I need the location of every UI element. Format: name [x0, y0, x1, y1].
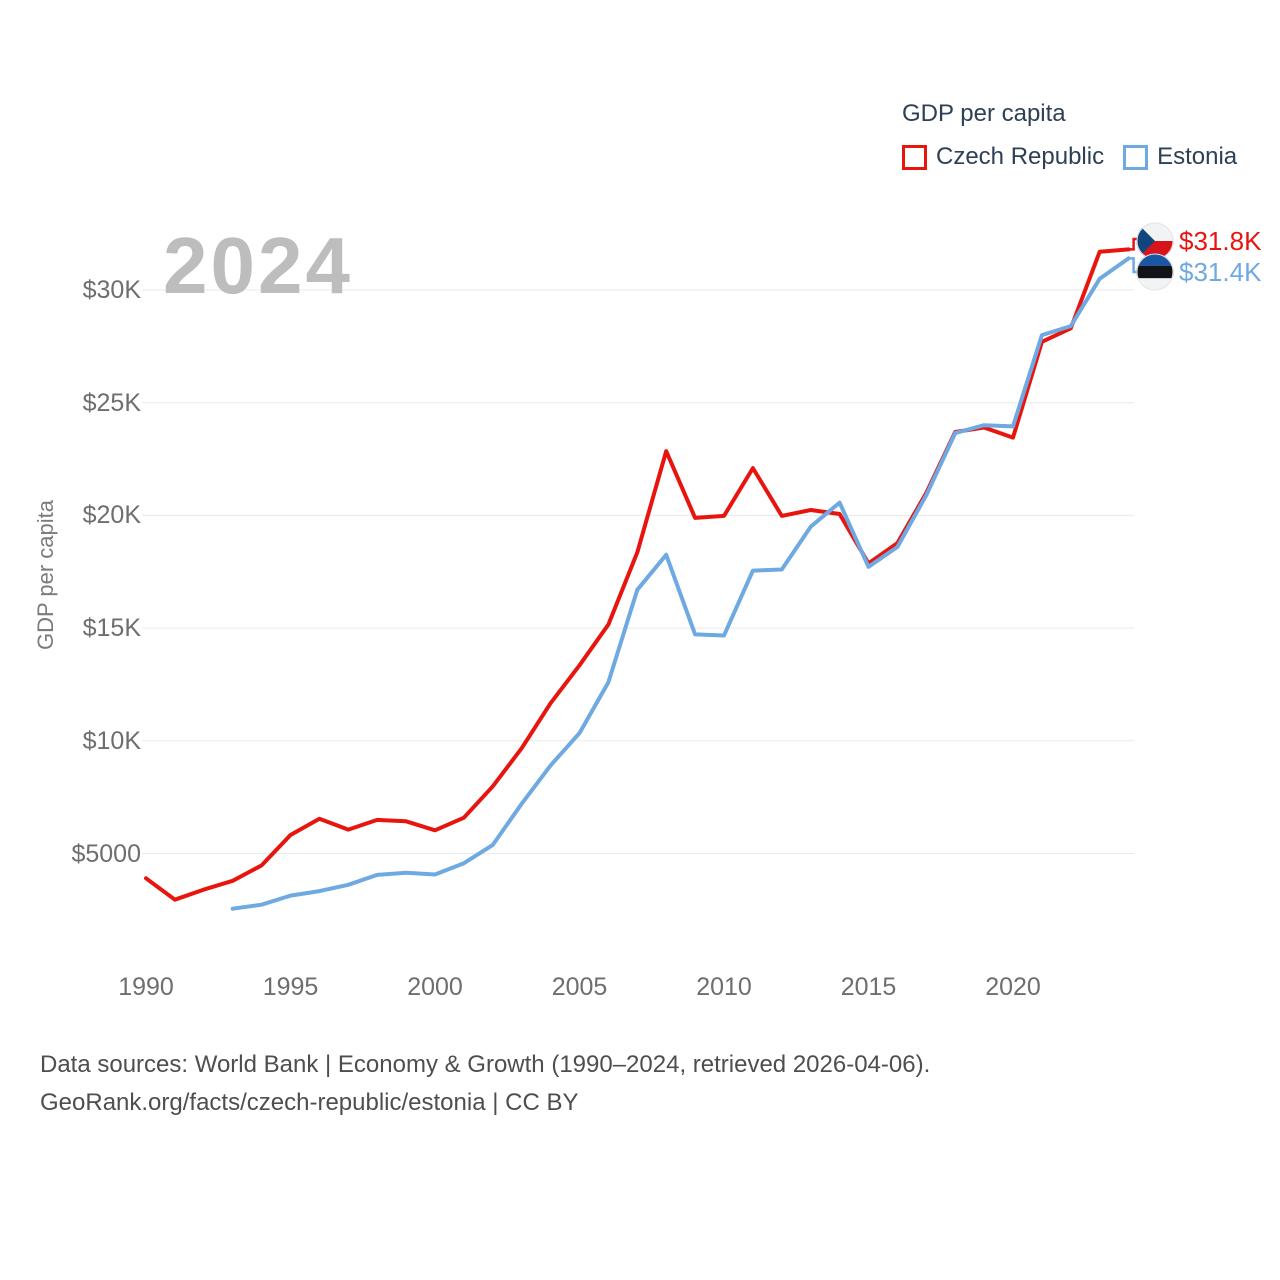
czech-republic-swatch-icon	[902, 144, 927, 170]
legend-items: Czech Republic Estonia	[902, 143, 1237, 171]
y-tick--5000: $5000	[71, 839, 141, 868]
estonia-flag-icon	[1136, 253, 1174, 291]
x-tick-1990: 1990	[118, 973, 174, 1001]
x-tick-2015: 2015	[840, 973, 897, 1001]
y-tick--25k: $25K	[82, 388, 141, 417]
legend-label-czech-republic: Czech Republic	[936, 143, 1105, 170]
y-tick--10k: $10K	[82, 726, 141, 755]
estonia-end-label: $31.4K	[1136, 253, 1261, 291]
leader-line-estonia	[1128, 257, 1139, 274]
estonia-swatch-icon	[1123, 144, 1149, 170]
leader-line-czech-republic	[1128, 237, 1139, 251]
watermark-year: 2024	[163, 221, 353, 310]
czech-republic-end-label: $31.8K	[1136, 222, 1261, 260]
series-line-estonia[interactable]	[230, 256, 1131, 911]
x-tick-2020: 2020	[985, 973, 1041, 1001]
czech-republic-end-value: $31.8K	[1179, 225, 1262, 256]
x-tick-2005: 2005	[551, 973, 608, 1001]
legend-item-czech-republic[interactable]: Czech Republic	[902, 143, 1104, 171]
source-line-2: GeoRank.org/facts/czech-republic/estonia…	[40, 1089, 579, 1116]
legend: GDP per capita Czech Republic Estonia	[902, 100, 1237, 171]
legend-label-estonia: Estonia	[1157, 143, 1238, 170]
source-attribution: Data sources: World Bank | Economy & Gro…	[40, 1046, 930, 1122]
y-tick--30k: $30K	[82, 276, 141, 304]
x-tick-2000: 2000	[407, 973, 463, 1001]
legend-title: GDP per capita	[902, 100, 1066, 127]
x-tick-2010: 2010	[696, 973, 752, 1001]
czech-flag-icon	[1136, 222, 1174, 260]
x-tick-1995: 1995	[262, 973, 319, 1001]
y-tick--20k: $20K	[82, 501, 141, 530]
estonia-end-value: $31.4K	[1179, 256, 1262, 287]
y-tick--15k: $15K	[82, 614, 141, 643]
series-line-czech-republic[interactable]	[144, 247, 1131, 902]
legend-item-estonia[interactable]: Estonia	[1123, 143, 1237, 171]
source-line-1: Data sources: World Bank | Economy & Gro…	[40, 1051, 931, 1078]
